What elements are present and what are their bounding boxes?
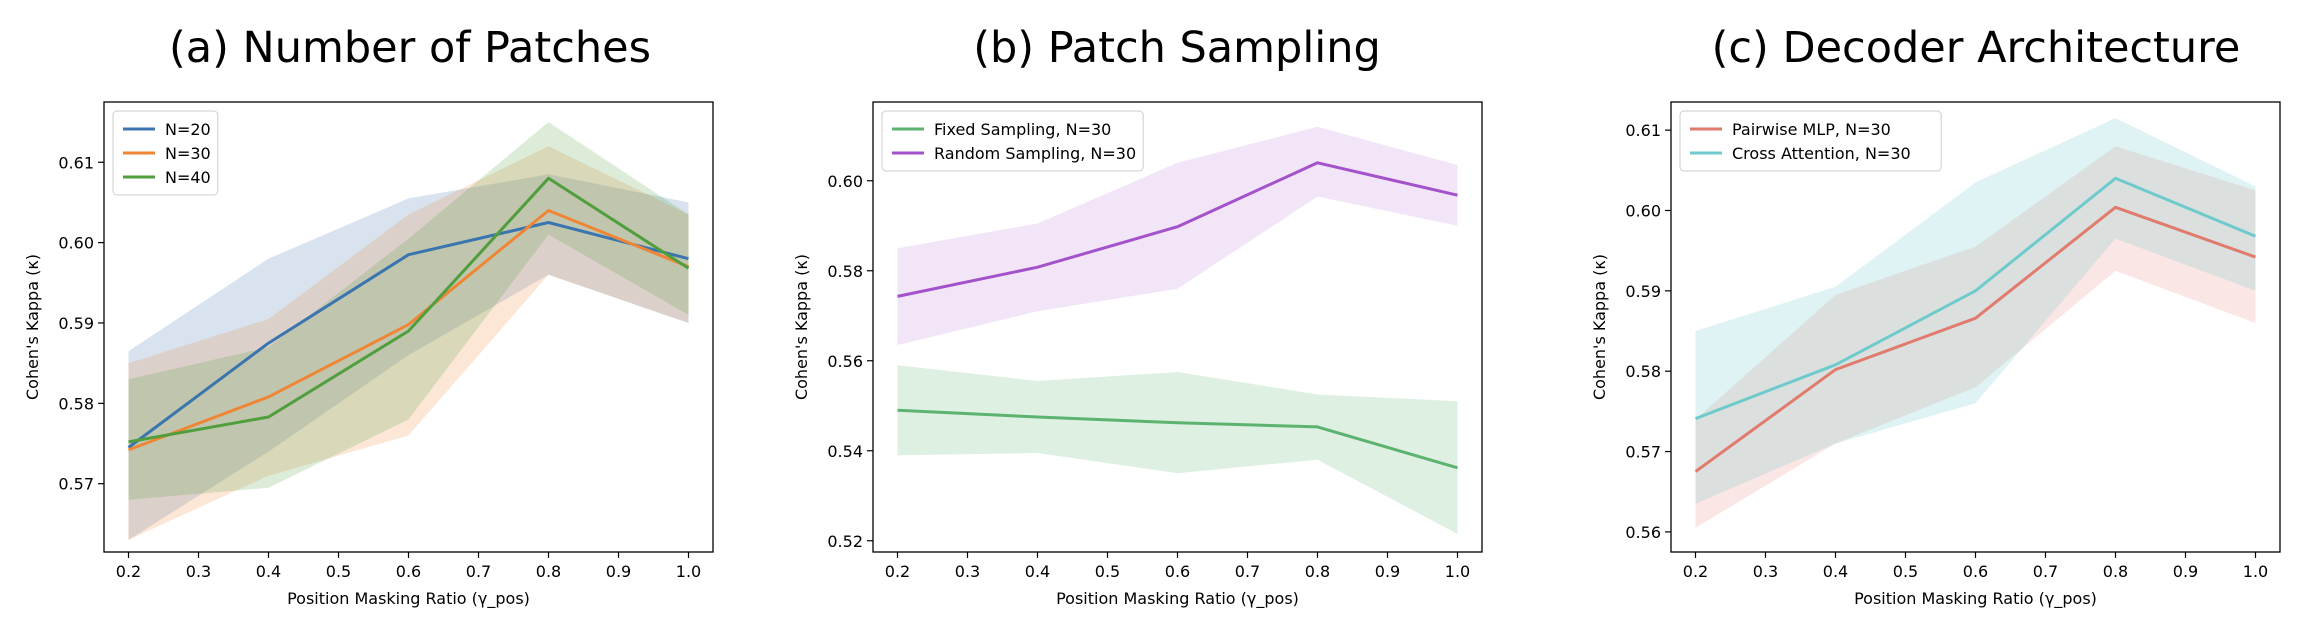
legend-label: Random Sampling, N=30 [934,144,1136,163]
y-tick-label: 0.58 [58,394,94,413]
x-tick-label: 0.9 [606,562,631,581]
y-tick-label: 0.61 [58,153,94,172]
legend-label: Pairwise MLP, N=30 [1732,120,1891,139]
x-tick-label: 0.6 [1963,562,1988,581]
y-tick-label: 0.52 [827,532,863,551]
y-tick-label: 0.60 [827,172,863,191]
x-tick-label: 0.6 [1165,562,1190,581]
chart-title: (b) Patch Sampling [973,23,1381,73]
x-tick-label: 0.4 [1025,562,1050,581]
panel-b: (b) Patch Sampling 0.2 0.3 0.4 0.5 0.6 0.7 0.8 0… [792,23,1483,609]
x-axis-label: Position Masking Ratio (γ_pos) [1854,589,2097,609]
y-tick-label: 0.60 [1625,201,1661,220]
x-tick-label: 0.6 [396,562,421,581]
legend-label: N=40 [165,168,211,187]
x-axis-label: Position Masking Ratio (γ_pos) [1056,589,1299,609]
confidence-band-3 [128,122,689,500]
legend-box [881,110,1144,172]
y-tick-label: 0.57 [58,475,94,494]
legend-label: N=20 [165,120,211,139]
y-tick-label: 0.59 [58,314,94,333]
x-tick-label: 0.8 [2103,562,2128,581]
confidence-band-1 [897,365,1458,534]
x-tick-label: 0.3 [186,562,211,581]
legend-label: N=30 [165,144,211,163]
confidence-band-2 [128,146,689,540]
x-tick-label: 1.0 [1445,562,1470,581]
y-tick-label: 0.56 [827,352,863,371]
y-tick-label: 0.59 [1625,282,1661,301]
y-tick-label: 0.61 [1625,121,1661,140]
x-tick-label: 0.2 [885,562,910,581]
x-tick-label: 0.4 [256,562,281,581]
chart-title: (a) Number of Patches [169,23,651,73]
x-tick-label: 0.3 [955,562,980,581]
y-tick-label: 0.56 [1625,523,1661,542]
y-axis-label: Cohen's Kappa (κ) [1590,254,1609,400]
confidence-band-2 [1695,118,2256,504]
x-tick-label: 0.5 [1893,562,1918,581]
x-tick-label: 0.2 [116,562,141,581]
x-tick-label: 0.5 [1095,562,1120,581]
y-tick-label: 0.57 [1625,443,1661,462]
x-tick-label: 0.7 [1235,562,1260,581]
y-axis-label: Cohen's Kappa (κ) [792,254,811,400]
confidence-band-2 [897,126,1458,345]
x-tick-label: 1.0 [676,562,701,581]
legend-box [1679,110,1942,172]
y-axis-label: Cohen's Kappa (κ) [23,254,42,400]
x-tick-label: 0.9 [2173,562,2198,581]
x-tick-label: 0.7 [2033,562,2058,581]
x-tick-label: 0.3 [1753,562,1778,581]
confidence-band-1 [128,174,689,540]
x-tick-label: 0.9 [1375,562,1400,581]
legend-box [112,110,219,196]
panel-a: (a) Number of Patches 0.2 0.3 0.4 0.5 0.6 0.7 0… [23,23,714,609]
x-tick-label: 1.0 [2243,562,2268,581]
x-tick-label: 0.4 [1823,562,1848,581]
y-tick-label: 0.58 [1625,362,1661,381]
x-axis-label: Position Masking Ratio (γ_pos) [287,589,530,609]
legend-label: Fixed Sampling, N=30 [934,120,1111,139]
confidence-band-1 [1695,146,2256,528]
y-tick-label: 0.54 [827,442,863,461]
y-tick-label: 0.58 [827,262,863,281]
x-tick-label: 0.5 [326,562,351,581]
y-tick-label: 0.60 [58,234,94,253]
x-tick-label: 0.8 [536,562,561,581]
chart-title: (c) Decoder Architecture [1712,23,2241,73]
x-tick-label: 0.7 [466,562,491,581]
x-tick-label: 0.2 [1683,562,1708,581]
legend-label: Cross Attention, N=30 [1732,144,1911,163]
x-tick-label: 0.8 [1305,562,1330,581]
